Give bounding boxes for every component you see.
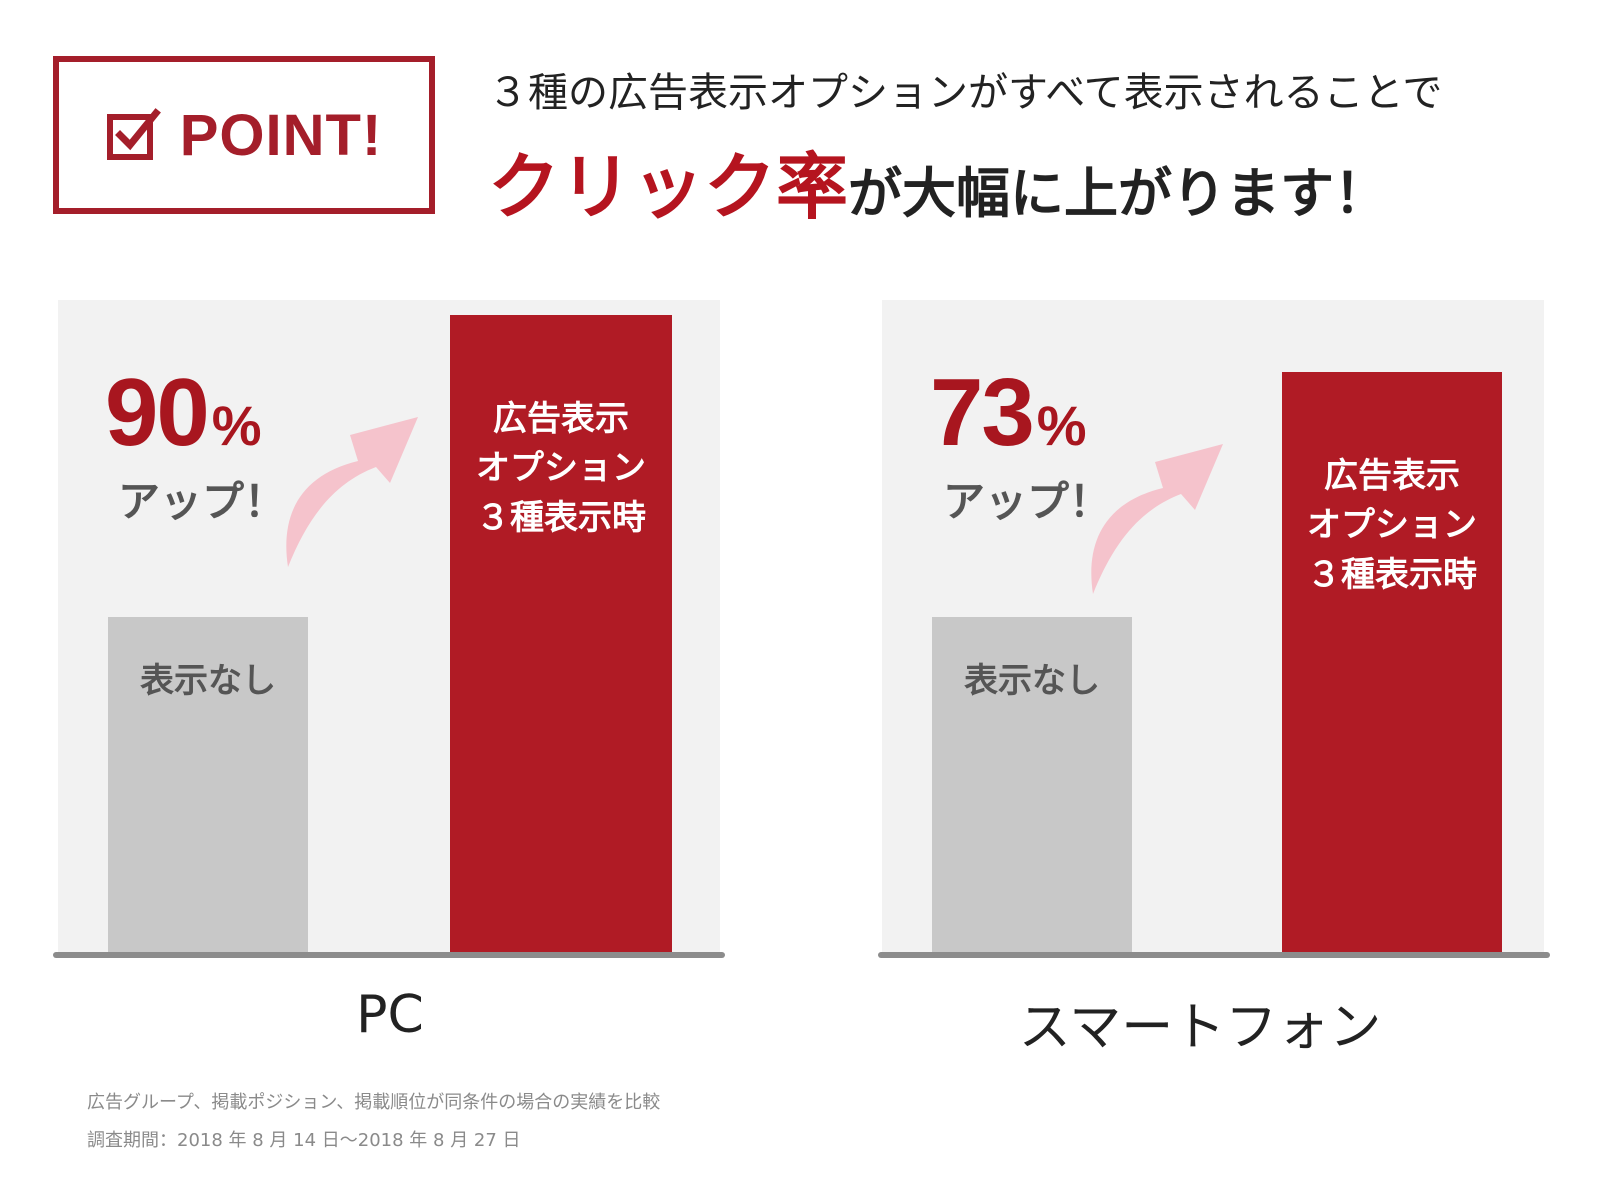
pc-increase-unit: % [211,394,262,457]
comparison-note: 広告グループ、掲載ポジション、掲載順位が同条件の場合の実績を比較 [87,1092,661,1113]
pc-axis-baseline [53,952,725,958]
headline-line-2: クリック率が大幅に上がります！ [488,128,1388,233]
headline-highlight: クリック率 [488,145,849,229]
smartphone-bar-without-options: 表示なし [932,617,1132,952]
point-label: POINT! [179,102,383,168]
checkbox-check-icon [106,108,161,160]
headline-line-1: ３種の広告表示オプションがすべて表示されることで [488,70,1443,116]
smartphone-bar-with-options: 広告表示 オプション ３種表示時 [1282,372,1502,952]
smartphone-increase-percent: 73% [930,358,1087,468]
pc-up-arrow-icon [286,417,418,567]
point-badge: POINT! [53,56,435,214]
smartphone-increase-text: アップ！ [943,477,1112,526]
smartphone-axis-baseline [878,952,1550,958]
smartphone-chart-title: スマートフォン [1018,998,1382,1058]
smartphone-increase-unit: % [1036,394,1087,457]
pc-bar-with-options-label: 広告表示 オプション ３種表示時 [476,399,646,538]
pc-bar-without-options-label: 表示なし [140,661,276,701]
smartphone-bar-with-options-label: 広告表示 オプション ３種表示時 [1307,456,1477,595]
pc-chart-title: PC [356,985,424,1045]
pc-increase-value: 90 [105,359,210,466]
smartphone-increase-value: 73 [930,359,1035,466]
pc-bar-with-options: 広告表示 オプション ３種表示時 [450,315,672,952]
headline-rest: が大幅に上がります！ [848,162,1389,225]
smartphone-up-arrow-icon [1091,444,1223,594]
pc-increase-text: アップ！ [118,477,287,526]
pc-increase-percent: 90% [105,358,262,468]
pc-bar-without-options: 表示なし [108,617,308,952]
survey-period-note: 調査期間：2018 年 8 月 14 日〜2018 年 8 月 27 日 [87,1130,521,1151]
smartphone-bar-without-options-label: 表示なし [964,661,1100,701]
